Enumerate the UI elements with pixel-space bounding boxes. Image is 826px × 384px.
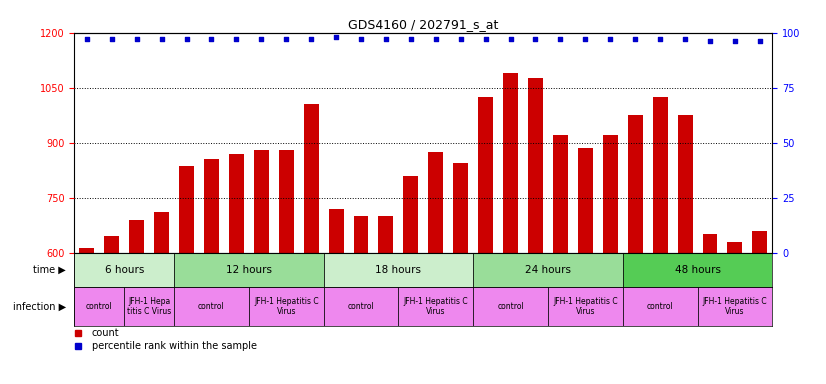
- Point: [404, 36, 417, 42]
- Bar: [702, 234, 718, 253]
- Text: 18 hours: 18 hours: [375, 265, 421, 275]
- Point: [254, 36, 268, 42]
- Bar: [528, 78, 543, 253]
- Text: 12 hours: 12 hours: [225, 265, 272, 275]
- Point: [704, 38, 717, 45]
- Bar: [603, 135, 618, 253]
- Point: [155, 36, 169, 42]
- Text: count: count: [92, 328, 120, 338]
- Text: control: control: [348, 302, 374, 311]
- Point: [305, 36, 318, 42]
- Bar: [74, 287, 124, 326]
- Bar: [329, 209, 344, 253]
- Text: control: control: [86, 302, 112, 311]
- Point: [205, 36, 218, 42]
- Text: JFH-1 Hepa
titis C Virus: JFH-1 Hepa titis C Virus: [127, 296, 171, 316]
- Point: [430, 36, 443, 42]
- Bar: [628, 115, 643, 253]
- Bar: [403, 175, 418, 253]
- Bar: [623, 253, 772, 287]
- Bar: [623, 287, 697, 326]
- Bar: [174, 287, 249, 326]
- Bar: [79, 248, 94, 253]
- Bar: [553, 135, 568, 253]
- Point: [130, 36, 143, 42]
- Point: [454, 36, 468, 42]
- Bar: [324, 287, 398, 326]
- Point: [354, 36, 368, 42]
- Bar: [752, 230, 767, 253]
- Bar: [229, 154, 244, 253]
- Point: [529, 36, 542, 42]
- Bar: [249, 287, 324, 326]
- Bar: [124, 287, 174, 326]
- Bar: [653, 97, 667, 253]
- Text: 24 hours: 24 hours: [525, 265, 571, 275]
- Bar: [254, 150, 268, 253]
- Point: [653, 36, 667, 42]
- Point: [678, 36, 691, 42]
- Bar: [179, 166, 194, 253]
- Bar: [578, 148, 593, 253]
- Text: control: control: [647, 302, 673, 311]
- Text: JFH-1 Hepatitis C
Virus: JFH-1 Hepatitis C Virus: [703, 296, 767, 316]
- Point: [330, 34, 343, 40]
- Text: JFH-1 Hepatitis C
Virus: JFH-1 Hepatitis C Virus: [254, 296, 319, 316]
- Point: [604, 36, 617, 42]
- Bar: [453, 163, 468, 253]
- Bar: [174, 253, 324, 287]
- Text: percentile rank within the sample: percentile rank within the sample: [92, 341, 257, 351]
- Text: JFH-1 Hepatitis C
Virus: JFH-1 Hepatitis C Virus: [553, 296, 618, 316]
- Bar: [398, 287, 473, 326]
- Bar: [503, 73, 518, 253]
- Point: [180, 36, 193, 42]
- Point: [80, 36, 93, 42]
- Text: infection ▶: infection ▶: [13, 301, 66, 311]
- Point: [553, 36, 567, 42]
- Point: [230, 36, 243, 42]
- Point: [379, 36, 392, 42]
- Bar: [429, 152, 444, 253]
- Bar: [473, 287, 548, 326]
- Point: [629, 36, 642, 42]
- Bar: [154, 212, 169, 253]
- Bar: [478, 97, 493, 253]
- Text: control: control: [497, 302, 524, 311]
- Bar: [324, 253, 473, 287]
- Bar: [378, 216, 393, 253]
- Bar: [304, 104, 319, 253]
- Title: GDS4160 / 202791_s_at: GDS4160 / 202791_s_at: [348, 18, 499, 31]
- Bar: [129, 220, 145, 253]
- Bar: [354, 216, 368, 253]
- Text: time ▶: time ▶: [33, 265, 66, 275]
- Bar: [104, 236, 119, 253]
- Point: [280, 36, 293, 42]
- Text: 48 hours: 48 hours: [675, 265, 720, 275]
- Bar: [278, 150, 294, 253]
- Point: [579, 36, 592, 42]
- Bar: [204, 159, 219, 253]
- Text: 6 hours: 6 hours: [105, 265, 144, 275]
- Bar: [74, 253, 174, 287]
- Bar: [473, 253, 623, 287]
- Point: [504, 36, 517, 42]
- Point: [729, 38, 742, 45]
- Point: [753, 38, 767, 45]
- Bar: [677, 115, 692, 253]
- Text: control: control: [198, 302, 225, 311]
- Bar: [697, 287, 772, 326]
- Point: [479, 36, 492, 42]
- Point: [105, 36, 118, 42]
- Text: JFH-1 Hepatitis C
Virus: JFH-1 Hepatitis C Virus: [403, 296, 468, 316]
- Bar: [548, 287, 623, 326]
- Bar: [728, 242, 743, 253]
